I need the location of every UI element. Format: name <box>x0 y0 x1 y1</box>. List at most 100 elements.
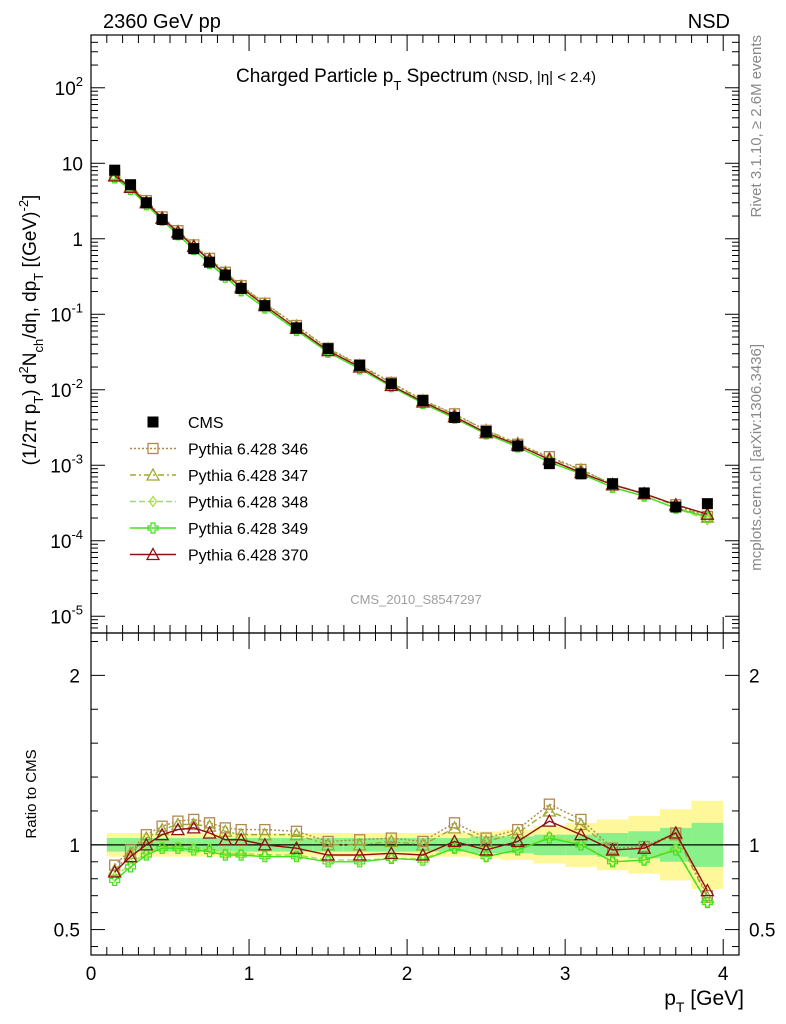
x-tick-label: 1 <box>244 964 255 985</box>
legend-label-p349: Pythia 6.428 349 <box>188 521 308 538</box>
main-point-cms <box>480 425 492 437</box>
ratio-point-p349 <box>259 851 271 863</box>
main-y-axis: 10-5 10-4 10-3 10-2 10-1 1 10 102 <box>50 34 739 634</box>
main-point-cms <box>512 440 524 452</box>
main-point-cms <box>701 498 713 510</box>
main-point-cms <box>385 378 397 390</box>
ratio-point-p346 <box>354 834 366 846</box>
x-tick-label: 4 <box>718 964 729 985</box>
ratio-point-p370 <box>479 842 494 856</box>
analysis-watermark: CMS_2010_S8547297 <box>350 592 482 607</box>
ratio-point-p370 <box>234 832 249 846</box>
main-point-cms <box>543 458 555 470</box>
ratio-y-tick-label: 2 <box>69 666 80 687</box>
ratio-point-p346 <box>124 844 137 856</box>
main-y-tick-label: 10-4 <box>50 527 83 553</box>
main-y-tick-label: 10-1 <box>50 300 83 326</box>
main-point-cms <box>259 300 271 312</box>
main-point-cms <box>109 164 121 176</box>
ratio-point-p370 <box>202 825 217 839</box>
ratio-point-p349 <box>124 861 137 873</box>
main-point-cms <box>156 213 168 225</box>
ratio-point-p346 <box>322 835 334 848</box>
ratio-point-p349 <box>512 844 524 856</box>
ratio-point-p370 <box>320 847 336 861</box>
ratio-point-p370 <box>139 837 154 851</box>
x-tick-label: 2 <box>402 964 413 985</box>
ratio-panel: 0.5 0.5 1 1 2 2 0 1 2 3 4 <box>54 632 775 985</box>
ratio-point-p346 <box>172 815 184 827</box>
ratio-point-p370 <box>605 842 620 856</box>
ratio-point-p346 <box>259 823 271 836</box>
main-point-cms <box>417 395 429 407</box>
ratio-point-p346 <box>575 813 587 826</box>
legend-label-p370: Pythia 6.428 370 <box>188 548 308 565</box>
main-point-cms <box>235 282 247 294</box>
ratio-point-p347 <box>186 817 201 831</box>
legend-label-p348: Pythia 6.428 348 <box>188 495 308 512</box>
main-y-tick-label: 10-3 <box>50 451 83 477</box>
ratio-point-p349 <box>203 846 216 858</box>
rivet-version-text: Rivet 3.1.10, ≥ 2.6M events <box>748 35 765 218</box>
legend-marker-p346 <box>147 442 159 455</box>
ratio-y-label: Ratio to CMS <box>23 749 40 838</box>
main-point-cms <box>172 228 184 240</box>
ratio-point-p370 <box>123 849 138 863</box>
legend-label-p347: Pythia 6.428 347 <box>188 468 308 485</box>
main-series <box>107 164 715 526</box>
ratio-x-axis: 0 1 2 3 4 <box>86 633 740 985</box>
ratio-y-axis: 0.5 0.5 1 1 2 2 <box>54 640 775 948</box>
ratio-point-p347 <box>289 827 304 841</box>
plot-title: Charged Particle pT Spectrum (NSD, |η| < … <box>236 66 596 93</box>
main-y-tick-label: 10-5 <box>50 602 83 628</box>
ratio-y-tick-label-right: 1 <box>749 836 760 857</box>
ratio-y-tick-label: 1 <box>69 836 80 857</box>
ratio-y-tick-label-right: 2 <box>749 666 760 687</box>
ratio-point-p349 <box>701 896 713 909</box>
legend: CMS Pythia 6.428 346 Pythia 6.428 347 Pythi… <box>130 415 308 565</box>
ratio-point-p349 <box>219 849 231 861</box>
main-point-p370 <box>700 506 715 520</box>
main-point-cms <box>670 501 682 513</box>
main-point-cms <box>575 468 587 480</box>
x-tick-label: 0 <box>86 964 97 985</box>
main-point-cms <box>638 487 650 499</box>
ratio-point-p370 <box>637 840 652 854</box>
ratio-point-p349 <box>172 842 184 854</box>
main-point-cms <box>322 343 334 355</box>
ratio-point-p370 <box>257 837 272 851</box>
ratio-point-p346 <box>156 820 168 832</box>
source-reference-text: mcplots.cern.ch [arXiv:1306.3436] <box>748 344 765 571</box>
legend-marker-p347 <box>145 467 161 481</box>
ratio-point-p346 <box>290 825 303 837</box>
ratio-point-p347 <box>510 825 525 839</box>
main-y-tick-label: 10 <box>62 154 83 175</box>
ratio-y-tick-label-right: 0.5 <box>749 921 775 942</box>
main-line-p349 <box>114 177 708 518</box>
main-point-cms <box>204 256 216 268</box>
main-point-cms <box>607 478 619 490</box>
ratio-point-p370 <box>668 825 683 839</box>
legend-marker-p349 <box>147 522 159 534</box>
main-y-tick-label: 10-2 <box>50 376 83 402</box>
main-point-cms <box>354 359 366 371</box>
main-line-p347 <box>114 174 708 518</box>
main-y-label: (1/2π pT) d2Nch/dη, dpT [(GeV)-2] <box>16 195 46 466</box>
legend-marker-p348 <box>148 495 158 508</box>
ratio-line-p349 <box>114 837 708 903</box>
ratio-point-p370 <box>170 822 186 836</box>
ratio-point-p370 <box>107 864 122 878</box>
x-axis-label: pT [GeV] <box>664 987 744 1015</box>
legend-label-p346: Pythia 6.428 346 <box>188 442 308 459</box>
main-line-p370 <box>114 175 708 515</box>
ratio-point-p349 <box>109 874 121 887</box>
ratio-point-p349 <box>290 851 303 863</box>
ratio-point-p347 <box>218 823 233 837</box>
ratio-point-p349 <box>638 854 650 866</box>
main-point-p348 <box>703 513 712 526</box>
ratio-point-p349 <box>575 839 587 851</box>
ratio-point-p370 <box>384 845 399 859</box>
ratio-point-p370 <box>510 834 525 848</box>
ratio-point-p370 <box>352 847 367 861</box>
